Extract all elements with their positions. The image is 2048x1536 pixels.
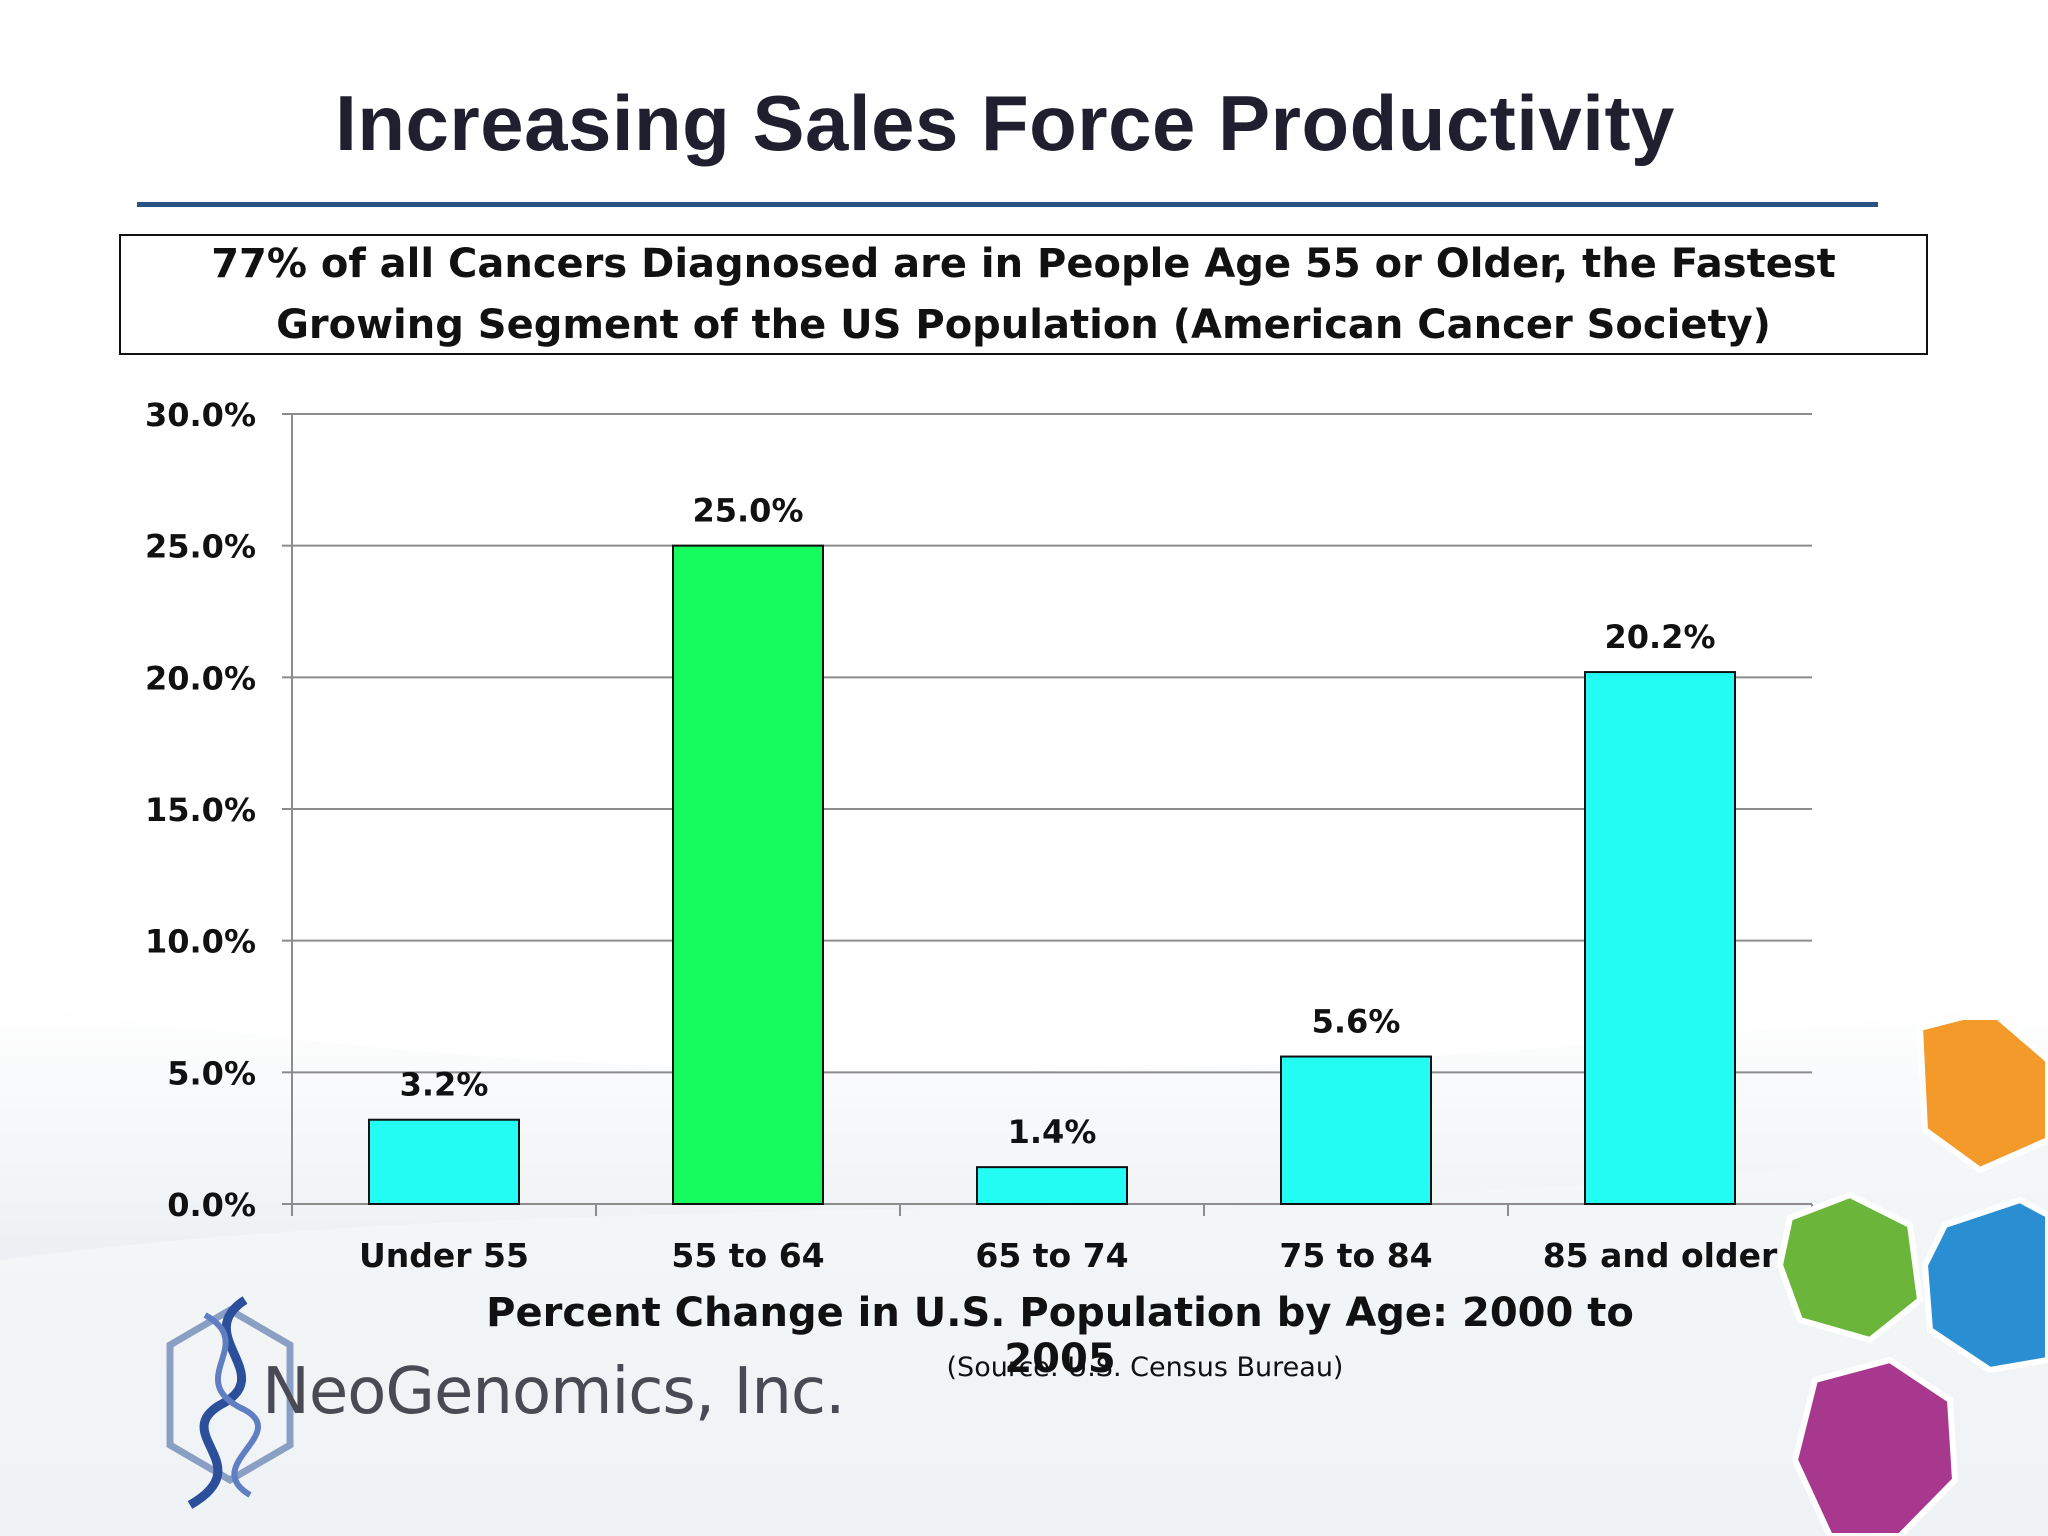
callout-text: 77% of all Cancers Diagnosed are in Peop… — [211, 240, 1836, 348]
bar — [1584, 671, 1736, 1205]
logo-text: NeoGenomics, Inc. — [262, 1355, 845, 1429]
callout-box: 77% of all Cancers Diagnosed are in Peop… — [119, 234, 1928, 355]
neogenomics-logo — [166, 1296, 294, 1509]
category-label: 65 to 74 — [975, 1236, 1128, 1275]
axes — [282, 413, 1813, 1216]
y-tick-label: 20.0% — [145, 659, 256, 697]
green-hexagon-icon — [1776, 1191, 1924, 1344]
category-label: 55 to 64 — [671, 1236, 824, 1275]
bars — [368, 544, 1736, 1205]
data-label: 20.2% — [1604, 618, 1715, 656]
category-label: 75 to 84 — [1279, 1236, 1432, 1275]
bar — [976, 1166, 1128, 1205]
data-label: 1.4% — [1008, 1113, 1097, 1151]
slide-title: Increasing Sales Force Productivity — [335, 79, 1675, 167]
data-label: 3.2% — [400, 1066, 489, 1104]
title-divider — [137, 202, 1878, 207]
bar — [368, 1118, 520, 1205]
category-label: Under 55 — [359, 1236, 529, 1275]
bar — [672, 544, 824, 1205]
blue-hexagon-icon — [1921, 1196, 2048, 1374]
source-note: (Source: U.S. Census Bureau) — [946, 1352, 1344, 1383]
purple-hexagon-icon — [1791, 1356, 1959, 1536]
gridlines — [292, 413, 1812, 1074]
y-tick-label: 10.0% — [145, 923, 256, 961]
data-label: 5.6% — [1312, 1003, 1401, 1041]
hexagon-cluster-decoration — [1776, 1020, 2048, 1536]
y-tick-label: 15.0% — [145, 791, 256, 829]
orange-hexagon-icon — [1916, 1020, 2048, 1174]
y-tick-label: 30.0% — [145, 396, 256, 434]
labels: 0.0% 5.0% 10.0% 15.0% 20.0% 25.0% 30.0% 3.2% Und… — [145, 396, 1778, 1275]
y-tick-label: 25.0% — [145, 528, 256, 566]
y-tick-label: 0.0% — [167, 1186, 256, 1224]
category-label: 85 and older — [1543, 1236, 1778, 1275]
y-tick-label: 5.0% — [167, 1054, 256, 1092]
bar — [1280, 1055, 1432, 1205]
x-axis-title: Percent Change in U.S. Population by Age… — [486, 1290, 1634, 1382]
data-label: 25.0% — [692, 492, 803, 530]
